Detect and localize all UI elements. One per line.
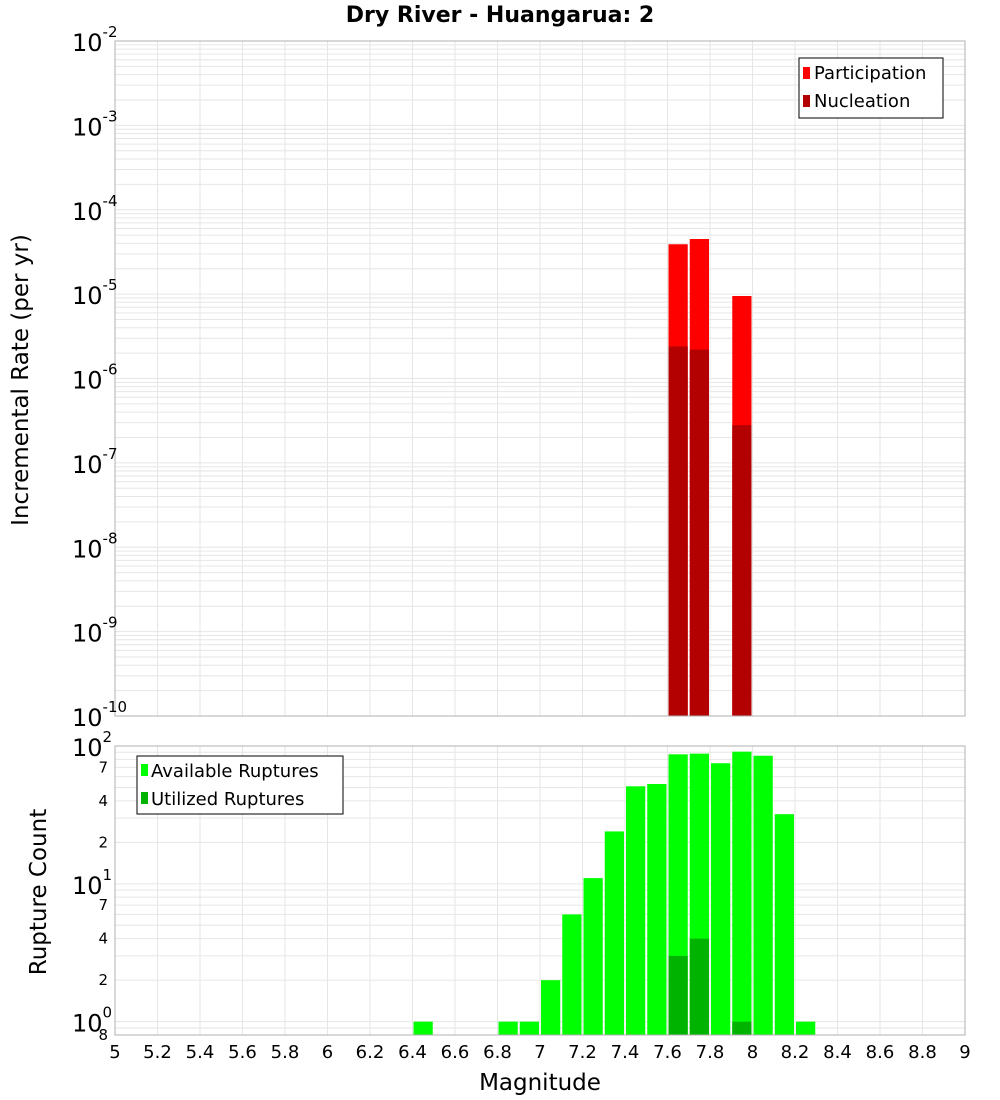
chart-title: Dry River - Huangarua: 2 bbox=[346, 3, 654, 28]
legend-label-available-ruptures: Available Ruptures bbox=[151, 761, 319, 782]
utilized-ruptures-bar bbox=[668, 955, 688, 1035]
rate-legend-box bbox=[798, 57, 944, 119]
rate-plot-grid bbox=[114, 41, 966, 717]
legend-swatch-participation bbox=[803, 67, 810, 79]
available-ruptures-bar bbox=[732, 751, 752, 1035]
x-tick-label: 6 bbox=[322, 1042, 333, 1063]
available-ruptures-bar bbox=[498, 1021, 518, 1035]
available-ruptures-bar bbox=[519, 1021, 539, 1035]
legend-swatch-available-ruptures bbox=[141, 764, 148, 776]
available-ruptures-bar bbox=[626, 786, 646, 1035]
count-plot-x-ticks: 5 5.2 5.4 5.6 5.8 6 6.2 6.4 6.6 6.8 7 7.2 7.4 7.6 7.8 8… bbox=[109, 1042, 970, 1063]
available-ruptures-bar bbox=[796, 1021, 816, 1035]
x-tick-label: 7.4 bbox=[611, 1042, 640, 1063]
x-tick-label: 8 bbox=[747, 1042, 758, 1063]
count-y-minor-tick-label: 2 bbox=[98, 833, 108, 851]
x-tick-label: 8.8 bbox=[908, 1042, 937, 1063]
x-tick-label: 5 bbox=[109, 1042, 120, 1063]
count-y-minor-tick-label: 4 bbox=[98, 792, 108, 810]
rate-plot-bars bbox=[668, 239, 752, 717]
rate-plot-y-axis-label: Incremental Rate (per yr) bbox=[8, 234, 34, 526]
nucleation-bar bbox=[689, 349, 709, 716]
x-tick-label: 8.6 bbox=[866, 1042, 895, 1063]
legend-label-participation: Participation bbox=[814, 63, 926, 84]
available-ruptures-bar bbox=[647, 784, 667, 1035]
count-y-minor-tick-label: 7 bbox=[98, 758, 108, 776]
x-tick-label: 7.8 bbox=[696, 1042, 725, 1063]
x-tick-label: 7.6 bbox=[653, 1042, 682, 1063]
x-tick-label: 8.2 bbox=[781, 1042, 810, 1063]
x-tick-label: 7.2 bbox=[568, 1042, 597, 1063]
x-tick-label: 5.8 bbox=[271, 1042, 300, 1063]
nucleation-bar bbox=[732, 425, 752, 716]
legend-label-nucleation: Nucleation bbox=[814, 91, 910, 112]
count-y-minor-tick-label: 8 bbox=[98, 1026, 108, 1044]
available-ruptures-bar bbox=[583, 878, 603, 1035]
x-tick-label: 6.6 bbox=[441, 1042, 470, 1063]
count-plot-y-axis-label: Rupture Count bbox=[26, 809, 52, 975]
x-tick-label: 8.4 bbox=[823, 1042, 852, 1063]
x-tick-label: 5.6 bbox=[228, 1042, 257, 1063]
x-tick-label: 5.4 bbox=[186, 1042, 215, 1063]
count-plot-frame bbox=[114, 745, 966, 1036]
available-ruptures-bar bbox=[774, 814, 794, 1035]
count-plot-legend: Available Ruptures Utilized Ruptures bbox=[136, 755, 344, 815]
count-y-tick-label: 101 bbox=[72, 866, 112, 900]
x-axis-label: Magnitude bbox=[479, 1070, 601, 1096]
available-ruptures-bar bbox=[562, 914, 582, 1035]
legend-swatch-nucleation bbox=[803, 95, 810, 107]
rate-y-tick-label: 10-9 bbox=[72, 614, 118, 648]
rate-plot-frame bbox=[114, 40, 966, 717]
x-tick-label: 7 bbox=[534, 1042, 545, 1063]
count-y-minor-tick-label: 7 bbox=[98, 896, 108, 914]
rate-plot-y-ticks: 10-210-310-410-510-610-710-810-910-10 bbox=[72, 23, 127, 732]
available-ruptures-bar bbox=[753, 755, 773, 1035]
x-tick-label: 6.4 bbox=[398, 1042, 427, 1063]
count-y-minor-tick-label: 4 bbox=[98, 930, 108, 948]
legend-swatch-utilized-ruptures bbox=[141, 792, 148, 804]
rate-y-tick-label: 10-4 bbox=[72, 192, 118, 226]
count-y-minor-tick-label: 2 bbox=[98, 971, 108, 989]
count-plot-bars bbox=[413, 751, 816, 1035]
utilized-ruptures-bar bbox=[732, 1021, 752, 1035]
available-ruptures-bar bbox=[604, 831, 624, 1035]
count-legend-box bbox=[136, 755, 344, 815]
utilized-ruptures-bar bbox=[689, 938, 709, 1035]
x-tick-label: 5.2 bbox=[143, 1042, 172, 1063]
rate-y-tick-label: 10-8 bbox=[72, 529, 118, 563]
legend-label-utilized-ruptures: Utilized Ruptures bbox=[151, 789, 304, 810]
x-tick-label: 6.8 bbox=[483, 1042, 512, 1063]
x-tick-label: 6.2 bbox=[356, 1042, 385, 1063]
x-tick-label: 9 bbox=[959, 1042, 970, 1063]
rate-y-tick-label: 10-10 bbox=[72, 698, 127, 732]
available-ruptures-bar bbox=[541, 980, 561, 1035]
rate-plot-legend: Participation Nucleation bbox=[798, 57, 944, 119]
rate-plot-panel: 10-210-310-410-510-610-710-810-910-10 In… bbox=[8, 23, 966, 732]
available-ruptures-bar bbox=[413, 1021, 433, 1035]
available-ruptures-bar bbox=[711, 763, 731, 1035]
nucleation-bar bbox=[668, 346, 688, 716]
